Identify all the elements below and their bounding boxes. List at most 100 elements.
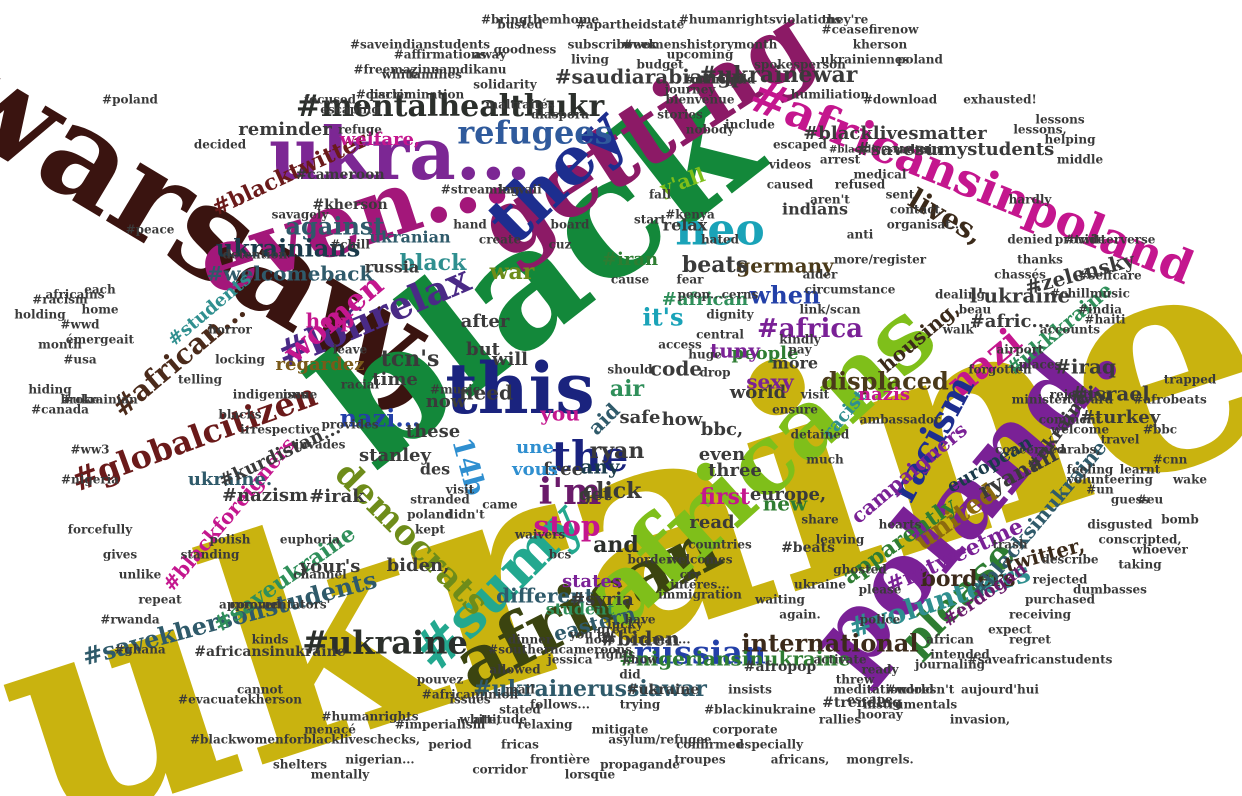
cloud-word: africains bbox=[46, 288, 105, 302]
cloud-word: escape bbox=[847, 693, 893, 707]
cloud-word: hated bbox=[701, 233, 740, 247]
cloud-word: polish bbox=[210, 533, 251, 547]
cloud-word: africans, bbox=[771, 753, 830, 767]
cloud-word: #bbc bbox=[1143, 423, 1177, 437]
cloud-word: #iraq bbox=[1054, 355, 1116, 379]
cloud-word: instrumentals bbox=[863, 698, 958, 712]
cloud-word: forgotten bbox=[968, 363, 1032, 377]
cloud-word: locking bbox=[215, 353, 265, 367]
cloud-word: countries bbox=[688, 538, 752, 552]
cloud-word: #ukrainian bbox=[62, 393, 138, 407]
cloud-word: des bbox=[420, 460, 450, 479]
cloud-word: stories bbox=[657, 108, 703, 122]
cloud-word: #eu bbox=[1137, 493, 1164, 507]
cloud-word: walk' bbox=[942, 323, 978, 337]
cloud-word: #ceasefirenow bbox=[822, 23, 920, 37]
cloud-word: exhausted! bbox=[963, 93, 1037, 107]
cloud-word: expect bbox=[988, 623, 1032, 637]
cloud-word: ukra... bbox=[269, 111, 531, 196]
cloud-word: #ukrainerussiawar bbox=[473, 676, 707, 702]
cloud-word: click bbox=[583, 478, 643, 504]
cloud-word: pay bbox=[788, 343, 812, 357]
cloud-word: bomb bbox=[1161, 513, 1198, 527]
cloud-word: white, bbox=[459, 713, 501, 727]
cloud-word: trapped bbox=[1164, 373, 1217, 387]
cloud-word: lucky bbox=[607, 618, 644, 632]
cloud-word: #african bbox=[662, 289, 749, 310]
cloud-word: immigration bbox=[658, 588, 742, 602]
cloud-word: organisat... bbox=[887, 218, 963, 232]
cloud-word: states bbox=[562, 571, 622, 592]
cloud-word: spokesperson bbox=[754, 58, 846, 72]
cloud-word: detention bbox=[223, 248, 288, 262]
cloud-word: holding bbox=[14, 308, 66, 322]
cloud-word: hand bbox=[453, 218, 487, 232]
cloud-word: escaped bbox=[773, 138, 827, 152]
cloud-word: asylum/refugee bbox=[608, 733, 712, 747]
cloud-word: ukranian bbox=[369, 228, 451, 247]
cloud-word: free bbox=[543, 459, 583, 480]
cloud-word: #canada bbox=[31, 403, 89, 417]
cloud-word: visit bbox=[800, 388, 830, 402]
cloud-word: russia bbox=[365, 258, 420, 277]
cloud-word: war bbox=[489, 259, 535, 285]
cloud-word: #kherson bbox=[312, 197, 387, 213]
cloud-word: guess bbox=[1111, 493, 1150, 507]
cloud-word: the bbox=[552, 432, 629, 481]
cloud-word: #southerncameroons bbox=[488, 643, 632, 657]
cloud-word: accounts bbox=[1040, 323, 1100, 337]
cloud-word: #iran bbox=[602, 249, 658, 270]
cloud-word: nazis bbox=[858, 384, 910, 405]
cloud-word: away bbox=[474, 48, 508, 62]
cloud-word: hardly bbox=[1009, 193, 1053, 207]
cloud-word: ensure bbox=[772, 403, 818, 417]
cloud-word: rallies bbox=[819, 713, 861, 727]
cloud-word: germany bbox=[736, 254, 835, 278]
cloud-word: time bbox=[372, 369, 418, 390]
cloud-word: start bbox=[634, 213, 666, 227]
cloud-word: threw bbox=[836, 673, 875, 687]
cloud-word: refuge bbox=[338, 123, 382, 137]
cloud-word: insists bbox=[728, 683, 772, 697]
cloud-word: #humanrights bbox=[322, 710, 419, 724]
cloud-word: nazi... bbox=[340, 404, 421, 433]
cloud-word: #syria bbox=[570, 589, 634, 610]
cloud-word: blacks bbox=[218, 408, 261, 422]
cloud-word: refused bbox=[835, 178, 886, 192]
cloud-word: #blackwomenforblacklives bbox=[190, 733, 370, 747]
cloud-word: tcn's bbox=[381, 346, 440, 372]
cloud-word: poland bbox=[407, 508, 453, 522]
cloud-word: hooray bbox=[857, 708, 904, 722]
cloud-word: solidarity bbox=[473, 78, 537, 92]
cloud-word: i'm bbox=[539, 471, 602, 513]
cloud-word: access bbox=[658, 338, 702, 352]
cloud-word: lorsque bbox=[565, 768, 616, 782]
cloud-word: provides bbox=[321, 418, 378, 432]
cloud-word: #africanunion bbox=[422, 688, 519, 702]
cloud-word: leaving bbox=[816, 533, 865, 547]
cloud-word: places bbox=[1019, 358, 1062, 372]
cloud-word: should bbox=[607, 363, 653, 377]
cloud-word: mongrels. bbox=[846, 753, 913, 767]
cloud-word: get bbox=[579, 484, 612, 505]
cloud-word: indigenous bbox=[233, 388, 308, 402]
cloud-word: provide bbox=[1055, 233, 1106, 247]
cloud-word: pouvez bbox=[417, 673, 464, 687]
cloud-word: you bbox=[539, 402, 580, 426]
cloud-word: #un bbox=[1086, 483, 1114, 497]
cloud-word: budget bbox=[636, 58, 684, 72]
cloud-word: lessons bbox=[1035, 113, 1084, 127]
cloud-word: aujourd'hui bbox=[961, 683, 1039, 697]
cloud-word: huge bbox=[688, 348, 722, 362]
cloud-word: issues bbox=[449, 693, 490, 707]
cloud-word: émergeait bbox=[66, 333, 135, 347]
cloud-word: help bbox=[306, 309, 355, 333]
cloud-word: will bbox=[491, 349, 528, 370]
cloud-word: travel bbox=[1101, 433, 1140, 447]
cloud-word: include bbox=[725, 118, 775, 132]
cloud-word: these bbox=[406, 421, 460, 442]
cloud-word: #ghana bbox=[114, 643, 166, 657]
cloud-word: standing bbox=[181, 548, 240, 562]
cloud-word: sexy bbox=[746, 370, 795, 394]
cloud-word: kindly bbox=[779, 333, 822, 347]
